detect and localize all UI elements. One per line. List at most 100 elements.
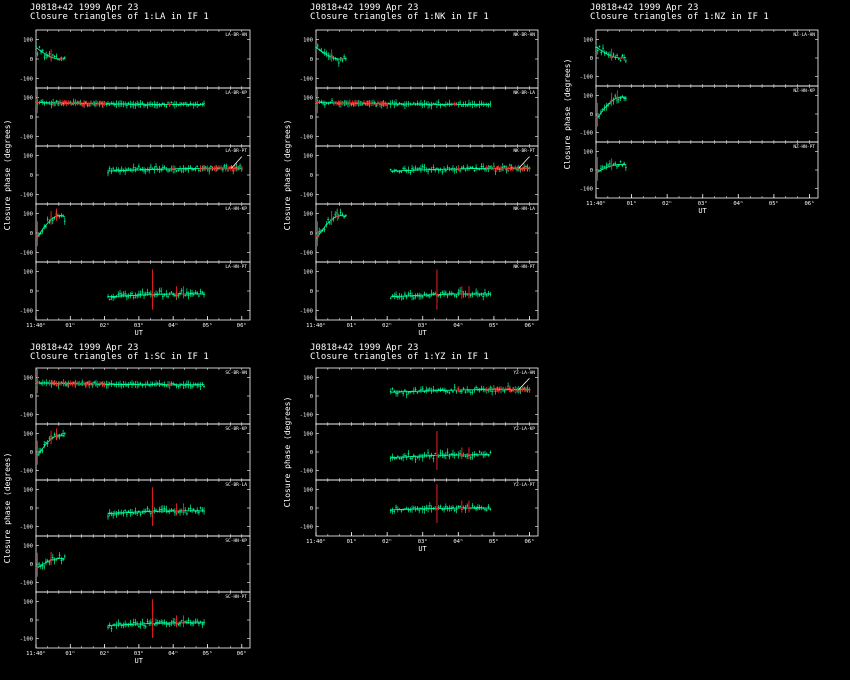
x-tick-label: 03ʰ [418, 322, 428, 329]
y-tick-label: -100 [300, 525, 313, 531]
panel-frame [315, 87, 539, 147]
y-tick-label: 100 [23, 154, 33, 160]
y-tick-label: -100 [20, 250, 33, 256]
panel-frame [595, 141, 819, 199]
panel-NZ-LA-HN: 100 0 -100 NZ-LA-HN [580, 29, 819, 87]
x-tick-label: 01ʰ [627, 200, 637, 207]
panel-frame [35, 203, 251, 263]
y-tick-label: 100 [23, 270, 33, 276]
panel-NZ-HN-PT: 100 0 -100 NZ-HN-PT [580, 141, 819, 199]
triangle-label: YZ-LA-HN [513, 370, 535, 376]
triangle-label: NK-HN-PT [513, 264, 535, 270]
y-tick-label: 0 [30, 57, 33, 63]
y-tick-label: -100 [580, 75, 593, 81]
x-tick-label: 05ʰ [203, 650, 213, 657]
fit-line [231, 156, 243, 169]
panel-frame [315, 423, 539, 481]
triangle-label: LA-HN-KP [225, 206, 247, 212]
y-tick-label: 0 [30, 115, 33, 121]
y-tick-label: 100 [303, 96, 313, 102]
y-tick-label: 0 [310, 450, 313, 456]
x-tick-label: 11:40ʰ [306, 322, 326, 329]
y-tick-label: 100 [303, 270, 313, 276]
y-tick-label: 0 [30, 562, 33, 568]
panel-frame [35, 367, 251, 425]
x-tick-label: 04ʰ [733, 200, 743, 207]
y-tick-label: 0 [30, 173, 33, 179]
y-tick-label: -100 [20, 308, 33, 314]
x-axis-label: UT [135, 657, 144, 665]
y-tick-label: 0 [590, 168, 593, 174]
x-tick-label: 04ʰ [453, 322, 463, 329]
y-tick-label: 0 [310, 394, 313, 400]
y-tick-label: 100 [303, 375, 313, 381]
y-tick-label: 0 [30, 450, 33, 456]
panel-YZ-LA-PT: 100 0 -100 YZ-LA-PT [300, 479, 539, 537]
x-axis-label: UT [698, 207, 707, 215]
x-tick-label: 03ʰ [698, 200, 708, 207]
panel-YZ-LA-HN: 100 0 -100 YZ-LA-HN [300, 367, 539, 425]
panel-frame [35, 535, 251, 593]
chart-subtitle: Closure triangles of 1:LA in IF 1 [30, 12, 209, 22]
triangle-label: SC-BR-LA [225, 482, 247, 488]
y-tick-label: 0 [30, 506, 33, 512]
triangle-label: NZ-HN-KP [793, 88, 815, 94]
triangle-label: SC-HN-PT [225, 594, 247, 600]
panel-frame [595, 85, 819, 143]
panel-NK-HN-LA: 100 0 -100 NK-HN-LA [300, 203, 539, 263]
y-tick-label: 100 [583, 149, 593, 155]
y-tick-label: 0 [310, 506, 313, 512]
panel-frame [595, 29, 819, 87]
panel-NZ-HN-KP: 100 0 -100 NZ-HN-KP [580, 85, 819, 143]
x-tick-label: 03ʰ [418, 538, 428, 545]
x-tick-label: 11:40ʰ [26, 650, 46, 657]
triangle-label: SC-HN-KP [225, 538, 247, 544]
x-tick-label: 06ʰ [237, 650, 247, 657]
y-tick-label: -100 [20, 637, 33, 643]
y-tick-label: 100 [23, 38, 33, 44]
panel-frame [35, 479, 251, 537]
x-tick-label: 02ʰ [100, 322, 110, 329]
panel-NK-BR-HN: 100 0 -100 NK-BR-HN [300, 29, 539, 89]
x-tick-label: 11:40ʰ [26, 322, 46, 329]
y-tick-label: -100 [300, 250, 313, 256]
panel-LA-HN-KP: 100 0 -100 LA-HN-KP [20, 203, 251, 263]
y-axis-label: Closure phase (degrees) [283, 397, 292, 508]
y-tick-label: 100 [583, 93, 593, 99]
x-tick-label: 04ʰ [168, 322, 178, 329]
panel-SC-BR-LA: 100 0 -100 SC-BR-LA [20, 479, 251, 537]
y-tick-label: 0 [590, 112, 593, 118]
triangle-label: NZ-HN-PT [793, 144, 815, 150]
y-tick-label: 100 [303, 212, 313, 218]
y-tick-label: 100 [23, 212, 33, 218]
y-tick-label: -100 [300, 76, 313, 82]
y-tick-label: 0 [310, 289, 313, 295]
x-tick-label: 02ʰ [382, 538, 392, 545]
x-axis-label: UT [418, 329, 427, 337]
panel-frame [315, 261, 539, 321]
y-tick-label: -100 [20, 581, 33, 587]
chart-title: J0818+42 1999 Apr 23 [30, 343, 138, 353]
chart-subtitle: Closure triangles of 1:NZ in IF 1 [590, 12, 769, 22]
fit-line [518, 156, 530, 169]
triangle-label: SC-BR-HN [225, 370, 247, 376]
y-tick-label: -100 [20, 525, 33, 531]
y-tick-label: 0 [310, 115, 313, 121]
y-tick-label: -100 [20, 76, 33, 82]
panel-frame [35, 423, 251, 481]
y-tick-label: 0 [310, 231, 313, 237]
x-tick-label: 05ʰ [769, 200, 779, 207]
panel-frame [35, 29, 251, 89]
triangle-label: LA-BR-HN [225, 32, 247, 38]
x-tick-label: 03ʰ [134, 650, 144, 657]
triangle-label: YZ-LA-KP [513, 426, 535, 432]
y-tick-label: -100 [300, 308, 313, 314]
panel-SC-BR-KP: 100 0 -100 SC-BR-KP [20, 423, 251, 481]
y-tick-label: 0 [310, 173, 313, 179]
x-tick-label: 01ʰ [347, 538, 357, 545]
panel-frame [315, 145, 539, 205]
